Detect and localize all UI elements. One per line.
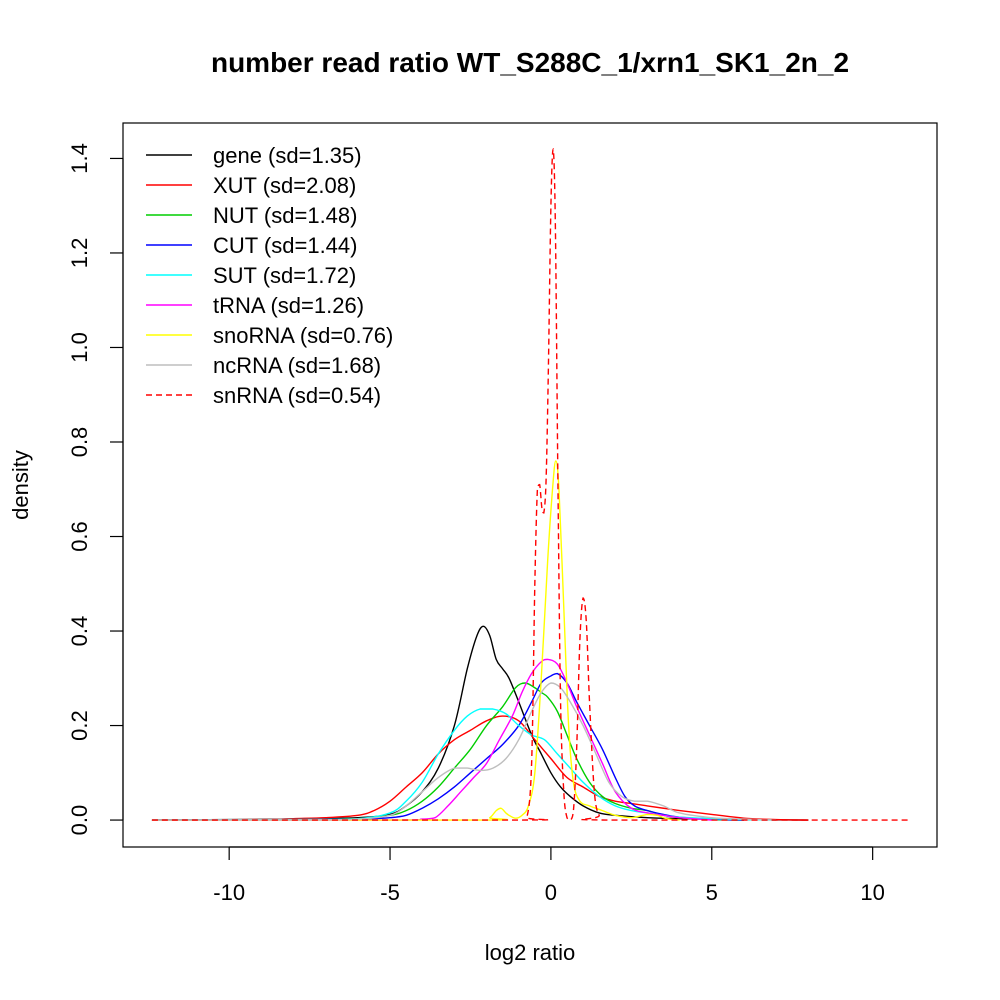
series-line-2: [151, 682, 744, 821]
x-tick-label: -5: [380, 880, 400, 905]
x-axis: -10 -5 0 5 10: [213, 846, 885, 905]
legend-label: CUT (sd=1.44): [213, 233, 357, 258]
series-line-3: [151, 672, 744, 821]
y-tick-label: 0.2: [67, 710, 92, 741]
series-line-7: [151, 682, 777, 821]
x-tick-label: -10: [213, 880, 245, 905]
y-tick-label: 1.0: [67, 332, 92, 363]
x-tick-label: 10: [860, 880, 884, 905]
y-tick-label: 0.4: [67, 616, 92, 647]
series-line-6: [151, 460, 680, 821]
chart-title: number read ratio WT_S288C_1/xrn1_SK1_2n…: [211, 47, 849, 78]
y-axis-label: density: [8, 450, 33, 520]
legend-label: NUT (sd=1.48): [213, 203, 357, 228]
y-axis: 0.0 0.2 0.4 0.6 0.8 1.0 1.2 1.4: [67, 143, 124, 836]
series-layer: [151, 148, 909, 821]
legend-label: tRNA (sd=1.26): [213, 293, 364, 318]
series-line-8: [151, 148, 909, 821]
series-line-4: [151, 708, 777, 821]
legend-label: ncRNA (sd=1.68): [213, 353, 381, 378]
legend-label: gene (sd=1.35): [213, 143, 362, 168]
legend-label: SUT (sd=1.72): [213, 263, 356, 288]
y-tick-label: 1.4: [67, 143, 92, 174]
x-tick-label: 0: [545, 880, 557, 905]
x-axis-label: log2 ratio: [485, 940, 576, 965]
y-tick-label: 0.6: [67, 521, 92, 552]
legend: gene (sd=1.35) XUT (sd=2.08) NUT (sd=1.48)…: [146, 143, 393, 408]
series-line-0: [151, 625, 809, 821]
legend-label: XUT (sd=2.08): [213, 173, 356, 198]
y-tick-label: 1.2: [67, 238, 92, 269]
legend-label: snoRNA (sd=0.76): [213, 323, 393, 348]
series-line-5: [151, 658, 712, 821]
y-tick-label: 0.8: [67, 427, 92, 458]
plot-frame: [122, 122, 938, 848]
y-tick-label: 0.0: [67, 805, 92, 836]
legend-label: snRNA (sd=0.54): [213, 383, 381, 408]
series-line-1: [151, 715, 809, 821]
x-tick-label: 5: [706, 880, 718, 905]
